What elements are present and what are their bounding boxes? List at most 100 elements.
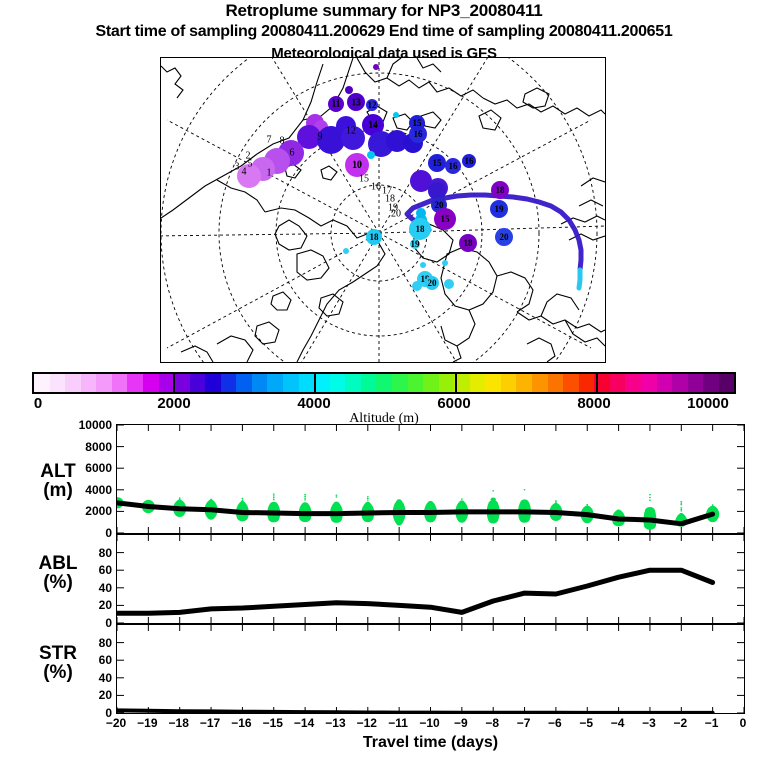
colorbar-tick-label: 0 xyxy=(34,395,42,412)
scatter-dot xyxy=(680,513,683,515)
str-axis-label: STR (%) xyxy=(6,644,110,682)
colorbar-swatch xyxy=(143,374,159,392)
colorbar-swatch xyxy=(470,374,486,392)
x-tick-label: −20 xyxy=(106,716,126,730)
colorbar-swatch xyxy=(641,374,657,392)
trajectory-day-number: 14 xyxy=(368,120,378,131)
scatter-dot xyxy=(273,499,275,500)
scatter-dot xyxy=(491,498,496,502)
map-bubble-label: 18 xyxy=(370,232,379,242)
colorbar-swatch xyxy=(719,374,735,392)
scatter-dot xyxy=(242,498,244,499)
scatter-dot xyxy=(273,497,275,498)
y-tick-label: 20 xyxy=(99,688,112,702)
colorbar-separator xyxy=(173,372,175,394)
colorbar-swatch xyxy=(703,374,719,392)
colorbar-swatch xyxy=(65,374,81,392)
scatter-dot xyxy=(555,501,557,502)
x-tick-label: −1 xyxy=(705,716,719,730)
y-tick-label: 60 xyxy=(99,653,112,667)
x-tick-label: −5 xyxy=(579,716,593,730)
y-tick-label: 10000 xyxy=(79,418,112,432)
scatter-dot xyxy=(680,504,682,505)
trajectory-day-number: 16 xyxy=(371,182,381,193)
colorbar-swatch xyxy=(548,374,564,392)
map-bubble xyxy=(442,260,448,266)
map-bubble xyxy=(343,248,349,254)
colorbar-swatch xyxy=(516,374,532,392)
colorbar-separator xyxy=(314,372,316,394)
alt-plot xyxy=(117,425,744,533)
scatter-dot xyxy=(273,495,275,496)
altitude-colorbar xyxy=(32,372,736,394)
x-tick-label: −10 xyxy=(419,716,439,730)
trajectory-day-number: 13 xyxy=(351,98,361,109)
scatter-dot xyxy=(428,501,434,505)
scatter-dot xyxy=(645,507,655,515)
map-bubble xyxy=(373,64,379,70)
colorbar-swatch xyxy=(408,374,424,392)
colorbar-swatch xyxy=(283,374,299,392)
abl-axis-label-line1: ABL xyxy=(6,554,110,573)
colorbar-swatch xyxy=(174,374,190,392)
map-bubble-label: 12 xyxy=(368,100,377,110)
scatter-dot xyxy=(367,499,369,500)
scatter-dot xyxy=(524,489,526,490)
map-bubble-label: 19 xyxy=(495,204,504,214)
scatter-dot xyxy=(366,502,370,505)
map-graticule-and-coastlines xyxy=(161,58,605,362)
scatter-dot xyxy=(301,502,308,508)
trajectory-day-number: 11 xyxy=(331,98,341,109)
scatter-dot xyxy=(304,497,306,498)
map-bubble-label: 18 xyxy=(464,238,473,248)
y-tick-label: 8000 xyxy=(85,440,112,454)
panel-abl xyxy=(116,534,745,624)
colorbar-swatch xyxy=(563,374,579,392)
y-tick-label: 0 xyxy=(105,616,112,630)
y-tick-label: 20 xyxy=(99,598,112,612)
scatter-dot xyxy=(273,493,275,494)
sampling-time-subtitle: Start time of sampling 20080411.200629 E… xyxy=(0,23,768,41)
scatter-dot xyxy=(270,502,278,509)
colorbar-swatch xyxy=(485,374,501,392)
colorbar-tick-label: 6000 xyxy=(437,395,470,412)
scatter-dot xyxy=(147,500,149,501)
colorbar-swatch xyxy=(672,374,688,392)
scatter-dot xyxy=(336,494,338,495)
scatter-dot xyxy=(618,509,620,510)
scatter-dot xyxy=(680,502,682,503)
x-tick-label: −9 xyxy=(454,716,468,730)
colorbar-swatch xyxy=(330,374,346,392)
time-series-section: ALT (m) ABL (%) STR (%) 0 2000 4000 6000 800… xyxy=(0,424,768,768)
map-bubble-label: 19 xyxy=(411,239,420,249)
scatter-dot xyxy=(461,498,463,499)
colorbar-swatch xyxy=(50,374,66,392)
colorbar-swatch xyxy=(221,374,237,392)
y-tick-label: 2000 xyxy=(85,504,112,518)
str-axis-label-line2: (%) xyxy=(6,663,110,682)
scatter-dot xyxy=(680,509,682,510)
map-bubble xyxy=(393,112,399,118)
y-tick-label: 6000 xyxy=(85,461,112,475)
scatter-dot xyxy=(333,502,339,507)
map-bubble-label: 15 xyxy=(433,158,442,168)
x-tick-label: −13 xyxy=(325,716,345,730)
colorbar-swatch xyxy=(657,374,673,392)
scatter-dot xyxy=(680,507,682,508)
scatter-dot xyxy=(586,505,588,506)
x-tick-label: −7 xyxy=(517,716,531,730)
y-tick-label: 4000 xyxy=(85,483,112,497)
map-bubble xyxy=(412,281,422,291)
colorbar-swatch xyxy=(376,374,392,392)
x-axis-label: Travel time (days) xyxy=(116,734,745,752)
colorbar-tick-label: 2000 xyxy=(157,395,190,412)
x-tick-label: −15 xyxy=(263,716,283,730)
colorbar-tick-label: 4000 xyxy=(297,395,330,412)
mean-line xyxy=(117,710,713,713)
trajectory-day-number: 10 xyxy=(352,160,362,171)
mean-line xyxy=(117,570,713,613)
page-title: Retroplume summary for NP3_20080411 xyxy=(0,1,768,21)
scatter-dot xyxy=(680,510,682,511)
abl-plot xyxy=(117,535,744,623)
trajectory-day-number: 20 xyxy=(391,209,401,220)
